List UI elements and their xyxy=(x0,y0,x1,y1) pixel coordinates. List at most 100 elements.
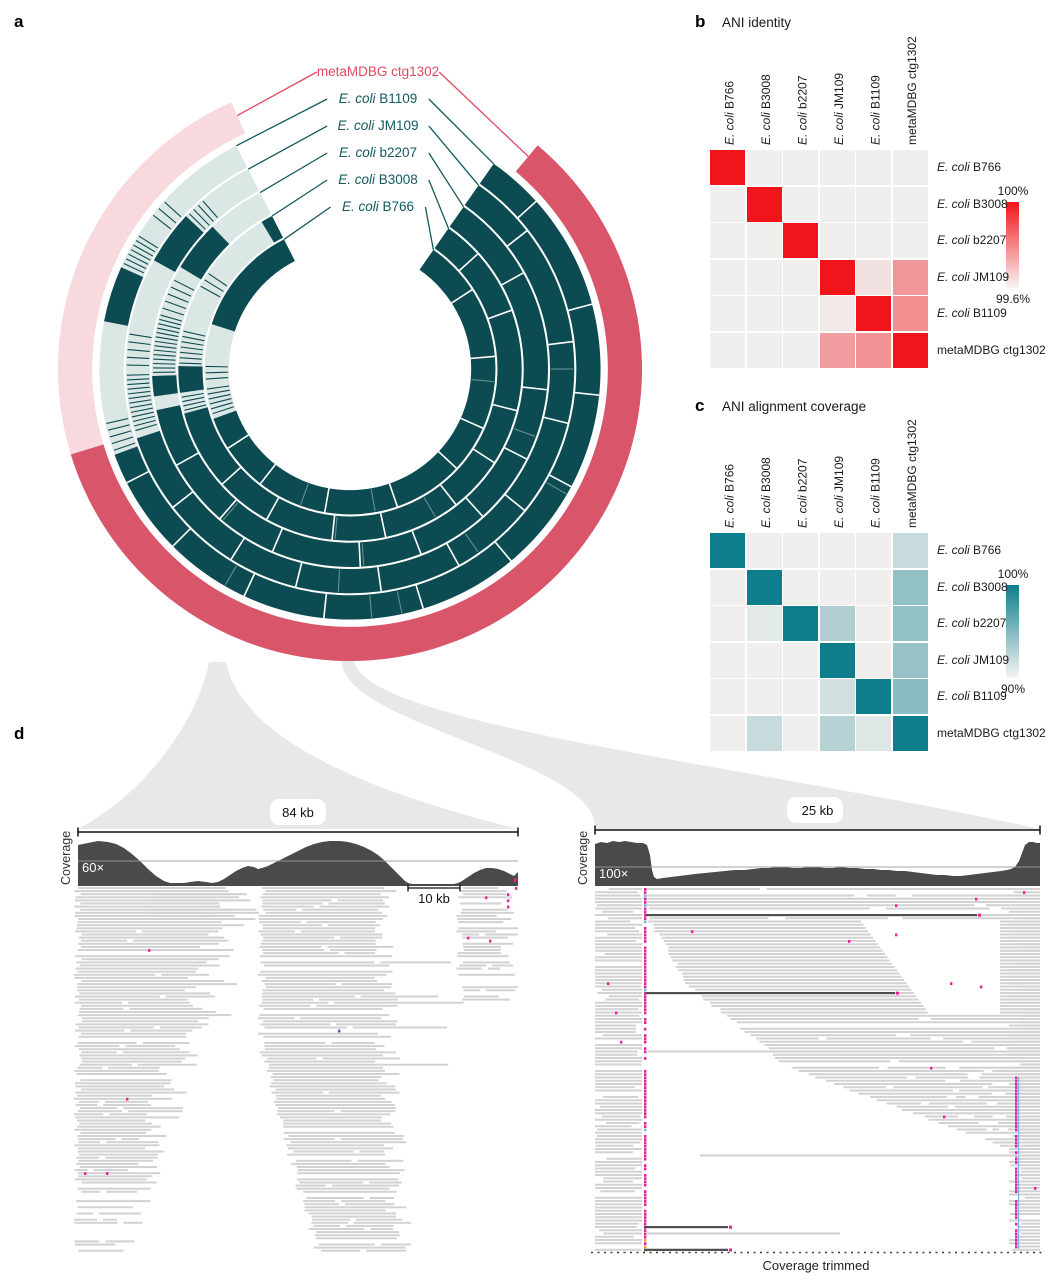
snp-blue-line xyxy=(1018,1076,1020,1249)
ani-cell-r3c2 xyxy=(783,642,818,678)
ring-segment xyxy=(180,226,230,280)
ani-cell-r0c0 xyxy=(710,150,745,185)
left-funnel xyxy=(78,662,518,829)
ani-cell-r1c5 xyxy=(892,569,928,605)
right-region-scale-bar: 25 kb xyxy=(594,803,1041,835)
matrix-col-label: E. coli b2207 xyxy=(796,75,810,145)
label-leader-line xyxy=(438,71,529,157)
ring-segment xyxy=(152,267,202,376)
ring-segment xyxy=(185,169,260,233)
ring-metamdbg-ctg1302 xyxy=(58,102,642,662)
matrix-row-label: E. coli b2207 xyxy=(937,616,1007,630)
matrix-row-label: E. coli B1109 xyxy=(937,306,1007,320)
matrix-col-label: metaMDBG ctg1302 xyxy=(905,36,919,145)
identity-scale-min: 99.6% xyxy=(995,292,1031,306)
ani-cell-r1c1 xyxy=(746,569,782,605)
coverage-baseline xyxy=(78,884,518,886)
ring-segment xyxy=(58,102,246,455)
right-depth-label: 100× xyxy=(599,866,628,881)
ani-cell-r1c3 xyxy=(819,186,855,222)
ani-cell-r3c3 xyxy=(819,642,855,678)
ani-cell-r0c2 xyxy=(783,150,818,185)
left-axis-label: Coverage xyxy=(59,831,73,885)
right-coverage-track: 100× xyxy=(595,841,1040,886)
matrix-row-label: E. coli b2207 xyxy=(937,233,1007,247)
ani-cell-r0c4 xyxy=(856,150,891,185)
ani-cell-r5c0 xyxy=(710,332,745,368)
coverage-scale-max: 100% xyxy=(997,567,1029,581)
ani-cell-r1c2 xyxy=(783,569,818,605)
ani-cell-r1c2 xyxy=(783,186,818,222)
matrix-col-label: E. coli B1109 xyxy=(869,75,883,145)
matrix-col-label: E. coli b2207 xyxy=(796,458,810,528)
matrix-row-label: E. coli B3008 xyxy=(937,579,1008,594)
ani-cell-r4c3 xyxy=(819,679,855,714)
ring-segment xyxy=(99,321,138,455)
ani-cell-r3c4 xyxy=(856,259,891,295)
ani-cell-r4c4 xyxy=(856,679,891,714)
ani-cell-r3c0 xyxy=(710,259,745,295)
ani-cell-r0c5 xyxy=(892,150,928,185)
zoom-funnels xyxy=(78,660,1040,829)
label-leader-line xyxy=(428,152,465,208)
ani-cell-r2c3 xyxy=(819,223,855,258)
identity-colorbar xyxy=(1006,202,1019,288)
ani-cell-r4c1 xyxy=(746,296,782,331)
ani-cell-r4c5 xyxy=(892,679,928,714)
coverage-area xyxy=(78,841,518,885)
matrix-col-label: E. coli JM109 xyxy=(832,456,846,528)
left-depth-label: 60× xyxy=(82,860,104,875)
left-scale-label-box xyxy=(270,799,326,825)
ring-label: E. coli b2207 xyxy=(339,145,417,160)
ani-cell-r5c5 xyxy=(892,332,928,368)
ani-cell-r5c2 xyxy=(783,332,818,368)
coverage-area xyxy=(595,841,1040,885)
matrix-row-label: metaMDBG ctg1302 xyxy=(937,725,1046,740)
ani-cell-r0c4 xyxy=(856,533,891,568)
panel-letter-b: b xyxy=(695,12,706,31)
ani-cell-r5c0 xyxy=(710,715,745,751)
ani-cell-r4c2 xyxy=(783,296,818,331)
label-leader-line xyxy=(235,98,328,147)
label-leader-line xyxy=(424,206,435,251)
matrix-col-label: E. coli B3008 xyxy=(759,457,773,528)
ani-cell-r2c1 xyxy=(746,606,782,641)
coverage-colorbar xyxy=(1006,585,1019,678)
ani-coverage-matrix xyxy=(710,533,928,751)
ring-segment xyxy=(178,366,204,393)
ani-cell-r2c2 xyxy=(783,223,818,258)
coverage-scale-min: 90% xyxy=(1000,682,1026,696)
ani-cell-r5c4 xyxy=(856,715,891,751)
ring-segment xyxy=(261,216,284,243)
ani-cell-r3c5 xyxy=(892,642,928,678)
right-funnel xyxy=(341,660,1040,829)
ring-b766 xyxy=(204,239,496,515)
ani-cell-r5c1 xyxy=(746,332,782,368)
ani-cell-r0c3 xyxy=(819,533,855,568)
matrix-col-label: E. coli B1109 xyxy=(869,458,883,528)
ring-b2207 xyxy=(152,192,548,568)
ani-cell-r2c5 xyxy=(892,223,928,258)
ani-cell-r4c4 xyxy=(856,296,891,331)
ani-cell-r2c2 xyxy=(783,606,818,641)
coverage-trimmed-note: Coverage trimmed xyxy=(762,1258,870,1273)
ani-cell-r3c0 xyxy=(710,642,745,678)
ani-cell-r4c5 xyxy=(892,296,928,331)
ring-label: E. coli JM109 xyxy=(337,118,418,133)
ani-cell-r0c2 xyxy=(783,533,818,568)
ani-cell-r5c2 xyxy=(783,715,818,751)
ani-cell-r2c3 xyxy=(819,606,855,641)
ring-segment xyxy=(70,145,642,662)
ring-segment xyxy=(212,192,272,245)
ani-cell-r4c0 xyxy=(710,679,745,714)
ani-cell-r4c0 xyxy=(710,296,745,331)
ani-cell-r0c5 xyxy=(892,533,928,568)
ani-cell-r1c3 xyxy=(819,569,855,605)
coverage-baseline xyxy=(595,884,1040,886)
ring-segment xyxy=(211,239,295,332)
ani-cell-r0c3 xyxy=(819,150,855,185)
ani-cell-r1c5 xyxy=(892,186,928,222)
ring-segment xyxy=(178,221,275,367)
panel-letter-a: a xyxy=(14,12,24,31)
